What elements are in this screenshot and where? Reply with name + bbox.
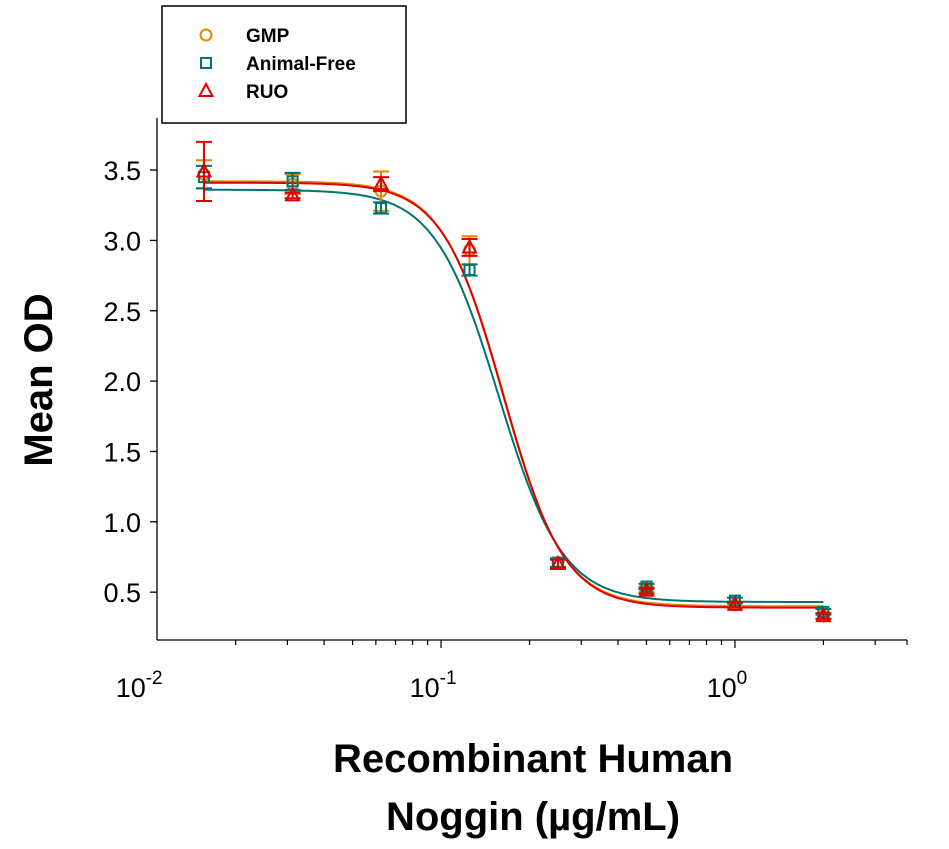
data-point	[815, 606, 832, 623]
triangle-marker	[372, 175, 390, 191]
data-point	[461, 263, 478, 277]
y-tick-label: 1.0	[103, 508, 141, 538]
triangle-marker	[726, 595, 744, 611]
y-tick-label: 1.5	[103, 437, 141, 467]
square-marker	[375, 202, 388, 215]
square-marker	[200, 57, 212, 69]
x-tick-label: 10-1	[410, 668, 457, 703]
x-axis-label-line2: Noggin (µg/mL)	[386, 795, 680, 839]
legend-label-animal-free: Animal-Free	[246, 54, 356, 75]
triangle-marker	[815, 606, 832, 623]
axes: 0.5 1.0 1.5 2.0 2.5 3.0 3.5 10-2 10-1 100	[103, 118, 908, 703]
y-tick-label: 2.0	[103, 367, 141, 397]
data-point	[461, 238, 478, 257]
circle-marker	[199, 28, 213, 42]
legend: GMP Animal-Free RUO	[161, 5, 407, 124]
square-marker	[463, 263, 476, 276]
data-point	[638, 581, 655, 597]
data-points	[195, 140, 832, 623]
y-tick-label: 3.5	[103, 156, 141, 186]
data-point	[284, 186, 301, 202]
x-axis-label-line1: Recombinant Human	[333, 737, 733, 781]
fit-curve-gmp	[203, 180, 824, 608]
triangle-marker	[195, 162, 213, 178]
data-point	[726, 595, 744, 611]
y-axis-label: Mean OD	[17, 293, 61, 466]
y-tick-label: 3.0	[103, 226, 141, 256]
legend-label-ruo: RUO	[246, 82, 288, 103]
fit-curves	[203, 180, 824, 609]
x-tick-label: 10-2	[116, 668, 163, 703]
data-point	[195, 140, 213, 203]
x-tick-label: 100	[707, 668, 748, 703]
triangle-marker	[197, 81, 215, 97]
y-tick-label: 0.5	[103, 578, 141, 608]
fit-curve-ruo	[203, 181, 824, 609]
legend-box	[161, 5, 407, 124]
triangle-marker	[638, 581, 655, 597]
legend-label-gmp: GMP	[246, 26, 290, 47]
fit-curve-animal-free	[203, 188, 824, 603]
triangle-marker	[284, 186, 301, 202]
data-point	[372, 175, 390, 193]
triangle-marker	[549, 554, 567, 571]
data-point	[549, 554, 567, 571]
y-tick-label: 2.5	[103, 297, 141, 327]
triangle-marker	[461, 238, 478, 254]
data-point	[373, 201, 390, 215]
